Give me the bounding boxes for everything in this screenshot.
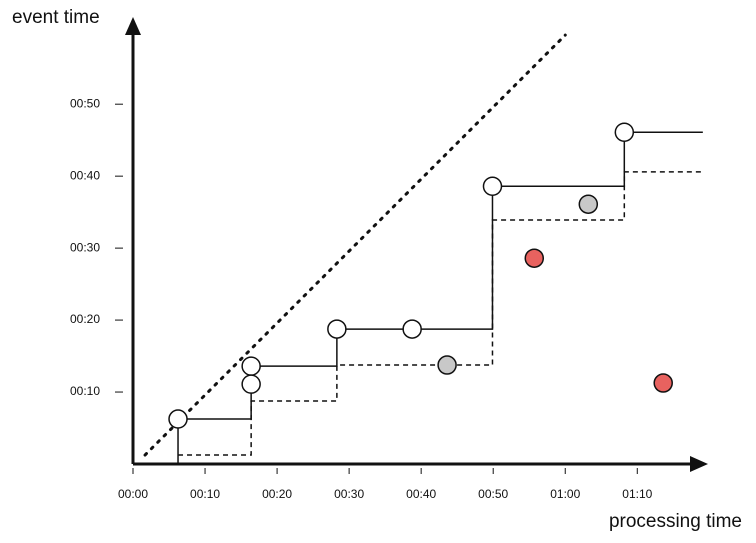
line-dotted — [143, 33, 567, 457]
point — [241, 356, 261, 376]
x-axis-label: processing time — [609, 511, 742, 532]
point — [653, 373, 673, 393]
y-axis-arrow — [125, 17, 141, 35]
line-dashed — [178, 171, 703, 456]
y-tick-label: 00:40 — [70, 168, 100, 182]
x-tick-label: 01:00 — [550, 487, 580, 501]
x-tick-label: 00:00 — [118, 487, 148, 501]
y-axis-label: event time — [12, 7, 100, 28]
x-axis-arrow — [690, 456, 708, 472]
line-solid — [177, 131, 703, 464]
point — [437, 355, 457, 375]
x-tick-label: 00:20 — [262, 487, 292, 501]
point — [482, 176, 503, 196]
x-tick-label: 01:10 — [622, 487, 652, 501]
point — [524, 248, 545, 268]
point — [614, 122, 635, 143]
y-tick-label: 00:50 — [70, 96, 100, 110]
point — [241, 374, 261, 394]
y-tick-label: 00:10 — [70, 384, 100, 398]
x-tick-label: 00:10 — [190, 487, 220, 501]
x-tick-label: 00:30 — [334, 487, 364, 501]
point — [168, 409, 188, 429]
x-tick-label: 00:40 — [406, 487, 436, 501]
point — [578, 194, 599, 214]
point — [327, 319, 347, 339]
y-tick-label: 00:30 — [70, 240, 100, 254]
point — [402, 319, 422, 339]
y-tick-label: 00:20 — [70, 312, 100, 326]
x-tick-label: 00:50 — [478, 487, 508, 501]
